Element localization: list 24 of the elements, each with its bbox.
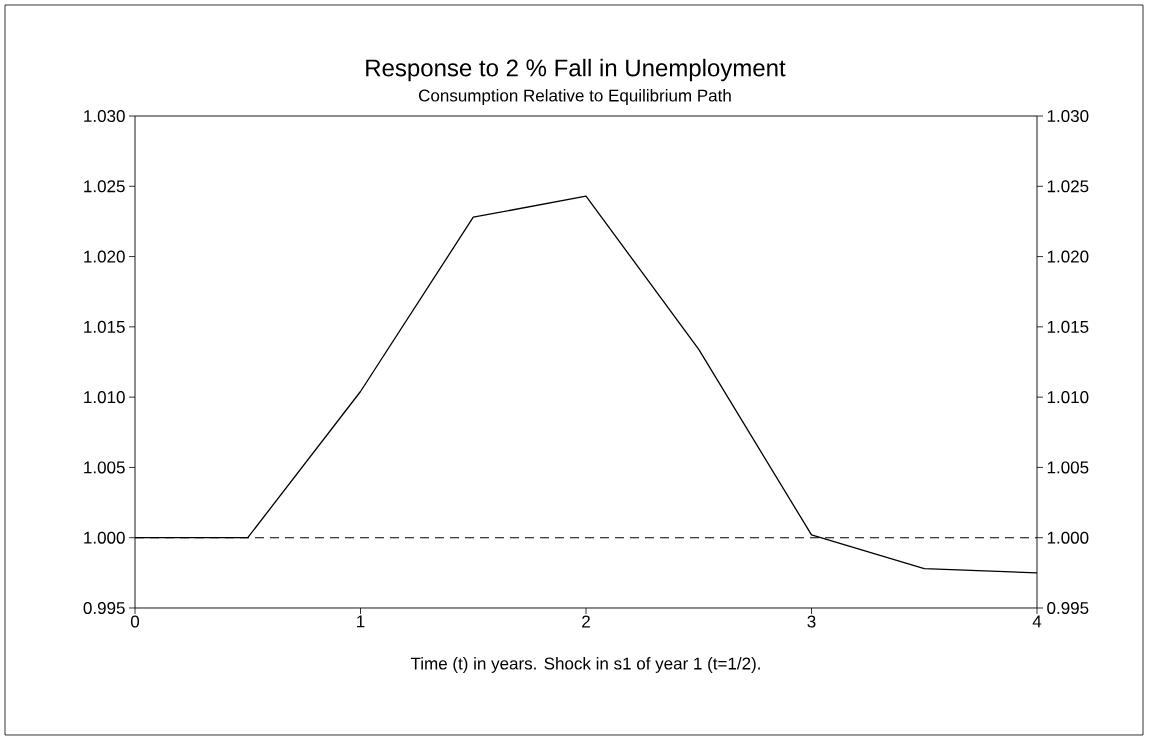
chart-subtitle: Consumption Relative to Equilibrium Path [419,89,731,105]
y-tick-label: 1.005 [84,461,125,474]
x-tick-label: 1 [357,615,365,628]
y2-tick-label: 1.010 [1047,391,1089,404]
y-tick-label: 1.030 [84,109,125,123]
y2-tick-label: 0.995 [1047,601,1089,615]
x-tick-label: 3 [807,615,816,628]
x-tick-label: 2 [582,615,590,628]
x-tick-label: 0 [130,615,140,628]
x-tick-label: 4 [1032,615,1042,628]
x-axis-title: Time (t) in years. Shock in s1 of year 1 (t=1/2). [410,657,760,673]
y-tick-label: 1.015 [84,320,125,333]
y-tick-label: 1.010 [84,391,125,404]
y-tick-label: 0.995 [83,601,125,615]
y2-tick-label: 1.015 [1047,320,1089,333]
y-tick-label: 1.025 [84,180,125,193]
y-tick-label: 1.000 [84,531,125,544]
chart-title: Response to 2 % Fall in Unemployment [366,58,786,82]
y2-tick-label: 1.030 [1047,109,1089,123]
y2-tick-label: 1.020 [1047,250,1089,263]
y2-tick-label: 1.000 [1047,531,1089,544]
y-tick-label: 1.020 [84,250,125,263]
y2-tick-label: 1.025 [1047,180,1089,193]
y2-tick-label: 1.005 [1047,461,1089,474]
